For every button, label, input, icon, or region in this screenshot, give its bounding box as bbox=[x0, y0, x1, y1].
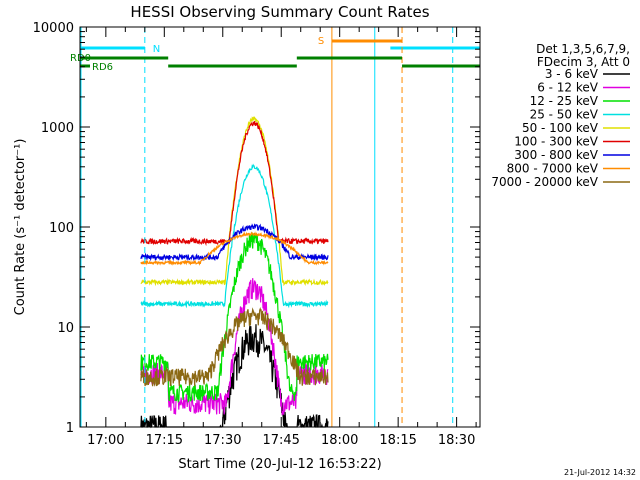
x-tick-label: 17:30 bbox=[204, 433, 241, 448]
y-axis: 1 10 100 1000 10000 bbox=[33, 21, 480, 436]
x-tick-label: 18:30 bbox=[438, 433, 475, 448]
rd0-flag-label: RD0 bbox=[70, 53, 91, 64]
series-line-300-800-kev bbox=[140, 223, 329, 262]
series-line-12-25-kev bbox=[140, 232, 329, 404]
y-axis-label: Count Rate (s⁻¹ detector⁻¹) bbox=[13, 139, 28, 316]
legend-entry-label: 100 - 300 keV bbox=[514, 135, 598, 149]
legend-header-line-1: Det 1,3,5,6,7,9, bbox=[536, 42, 630, 56]
series-line-7000-20000-kev bbox=[140, 306, 329, 387]
legend-entry-label: 12 - 25 keV bbox=[530, 94, 599, 108]
chart-title: HESSI Observing Summary Count Rates bbox=[130, 3, 429, 21]
night-flag-label: N bbox=[153, 44, 160, 55]
y-tick-label: 1 bbox=[66, 421, 74, 436]
x-tick-label: 18:00 bbox=[321, 433, 358, 448]
rd6-flag-label: RD6 bbox=[92, 62, 113, 73]
plot-series bbox=[140, 116, 329, 429]
legend-entry-label: 300 - 800 keV bbox=[514, 148, 598, 162]
x-axis-label: Start Time (20-Jul-12 16:53:22) bbox=[178, 457, 381, 472]
legend-entry-label: 50 - 100 keV bbox=[522, 121, 599, 135]
legend-entry-label: 25 - 50 keV bbox=[530, 108, 599, 122]
x-tick-label: 17:15 bbox=[146, 433, 183, 448]
x-axis: 17:00 17:15 17:30 17:45 18:00 18:15 18:30 bbox=[85, 27, 477, 448]
series-line-100-300-kev bbox=[140, 121, 329, 247]
y-tick-label: 100 bbox=[49, 221, 74, 236]
x-tick-label: 18:15 bbox=[379, 433, 416, 448]
legend-entry-label: 7000 - 20000 keV bbox=[491, 175, 598, 189]
legend-entry-label: 3 - 6 keV bbox=[545, 67, 599, 81]
legend-entry-label: 800 - 7000 keV bbox=[507, 162, 599, 176]
y-tick-label: 10 bbox=[57, 321, 74, 336]
y-tick-label: 10000 bbox=[33, 21, 74, 36]
saa-flag-label: S bbox=[318, 36, 324, 47]
footer-date: 21-Jul-2012 14:32 bbox=[564, 468, 636, 477]
x-tick-label: 17:00 bbox=[87, 433, 124, 448]
series-line-50-100-kev bbox=[140, 116, 329, 287]
y-tick-label: 1000 bbox=[41, 121, 74, 136]
x-tick-label: 17:45 bbox=[262, 433, 299, 448]
legend-header-line-2: FDecim 3, Att 0 bbox=[537, 55, 630, 69]
plot-frame bbox=[79, 26, 481, 428]
series-line-25-50-kev bbox=[140, 163, 329, 309]
series-line-800-7000-kev bbox=[140, 231, 329, 266]
legend-entry-label: 6 - 12 keV bbox=[537, 81, 599, 95]
legend: Det 1,3,5,6,7,9, FDecim 3, Att 0 3 - 6 k… bbox=[491, 42, 630, 189]
